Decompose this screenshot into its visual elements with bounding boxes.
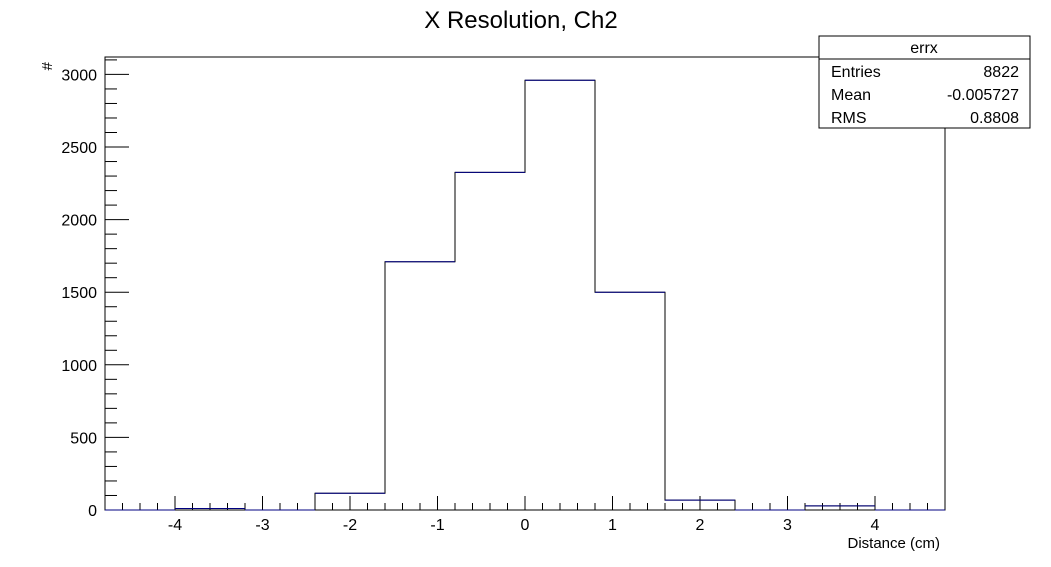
x-tick-label: -3 xyxy=(255,517,269,534)
y-tick-label: 2500 xyxy=(61,140,97,157)
y-tick-label: 500 xyxy=(70,430,97,447)
y-tick-label: 1500 xyxy=(61,285,97,302)
stats-box-title: errx xyxy=(910,40,938,57)
chart-title: X Resolution, Ch2 xyxy=(424,7,617,34)
x-tick-label: 2 xyxy=(696,517,705,534)
stats-mean-value: -0.005727 xyxy=(947,87,1019,104)
x-axis-title: Distance (cm) xyxy=(847,535,940,552)
y-axis-tick-labels: 0 500 1000 1500 2000 2500 3000 xyxy=(61,67,97,520)
stats-box: errx Entries 8822 Mean -0.005727 RMS 0.8… xyxy=(818,35,1031,129)
x-tick-label: -1 xyxy=(430,517,444,534)
x-axis-tick-labels: -4 -3 -2 -1 0 1 2 3 4 xyxy=(168,517,880,534)
y-tick-label: 2000 xyxy=(61,213,97,230)
y-tick-label: 1000 xyxy=(61,358,97,375)
x-tick-label: 1 xyxy=(608,517,617,534)
y-tick-label: 0 xyxy=(88,503,97,520)
x-tick-label: 4 xyxy=(871,517,880,534)
histogram-outline xyxy=(105,79,945,511)
y-axis-ticks xyxy=(105,59,129,511)
y-axis-title: # xyxy=(39,61,56,70)
stats-rms-value: 0.8808 xyxy=(970,110,1019,127)
stats-entries-label: Entries xyxy=(831,64,881,81)
histogram-bins xyxy=(105,79,945,511)
stats-rms-label: RMS xyxy=(831,110,867,127)
y-tick-label: 3000 xyxy=(61,67,97,84)
x-tick-label: 3 xyxy=(783,517,792,534)
x-tick-label: -4 xyxy=(168,517,182,534)
x-axis-ticks xyxy=(104,496,946,510)
stats-entries-value: 8822 xyxy=(983,64,1019,81)
stats-box-frame xyxy=(818,35,1031,129)
x-tick-label: 0 xyxy=(521,517,530,534)
stats-mean-label: Mean xyxy=(831,87,871,104)
x-tick-label: -2 xyxy=(343,517,357,534)
